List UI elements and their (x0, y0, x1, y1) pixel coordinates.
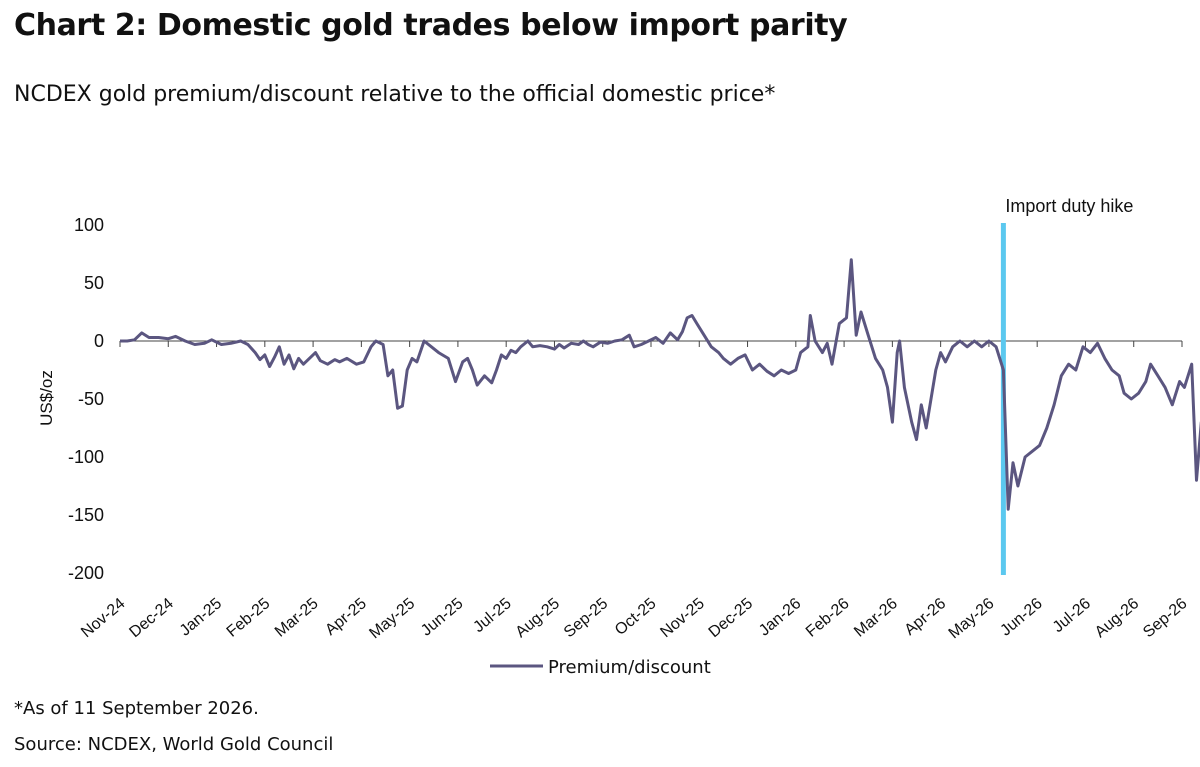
series-line-premium-discount (120, 258, 1200, 511)
x-tick-label: Dec-25 (706, 595, 757, 641)
x-tick-label: Jun-25 (418, 595, 466, 640)
chart-title: Chart 2: Domestic gold trades below impo… (14, 8, 848, 43)
x-tick-label: Jan-25 (177, 595, 225, 640)
x-tick-label: Aug-25 (513, 595, 564, 641)
x-tick-label: Mar-25 (272, 595, 322, 641)
x-tick-label: Dec-24 (126, 595, 177, 641)
y-tick-label: 100 (74, 215, 104, 235)
y-tick-label: -50 (78, 389, 104, 409)
source-note: Source: NCDEX, World Gold Council (14, 734, 334, 755)
y-axis-ticks: 100 50 0 -50 -100 -150 -200 (68, 215, 104, 583)
x-tick-label: Jun-26 (997, 595, 1045, 640)
x-tick-label: Nov-25 (657, 595, 708, 641)
x-tick-label: Jul-26 (1050, 595, 1094, 636)
y-axis-label: US$/oz (37, 370, 56, 426)
x-tick-label: Apr-26 (901, 595, 949, 639)
footnote: *As of 11 September 2026. (14, 698, 259, 719)
legend-label: Premium/discount (548, 657, 711, 678)
x-tick-label: Jan-26 (756, 595, 804, 640)
x-tick-label: Oct-25 (612, 595, 660, 639)
x-tick-label: Feb-25 (224, 595, 274, 641)
x-tick-label: Sep-25 (561, 595, 612, 641)
legend: Premium/discount (490, 657, 711, 678)
x-tick-label: Aug-26 (1092, 595, 1143, 641)
x-tick-label: May-26 (946, 595, 998, 642)
x-tick-label: Sep-26 (1140, 595, 1191, 641)
annotation-label: Import duty hike (1005, 196, 1133, 216)
y-tick-label: -200 (68, 563, 104, 583)
y-tick-label: -100 (68, 447, 104, 467)
y-tick-label: -150 (68, 505, 104, 525)
x-tick-label: Apr-25 (322, 595, 370, 639)
x-tick-label: May-25 (366, 595, 418, 642)
x-tick-label: Feb-26 (803, 595, 853, 641)
x-tick-label: Nov-24 (78, 595, 129, 641)
y-tick-label: 50 (84, 273, 104, 293)
chart-subtitle: NCDEX gold premium/discount relative to … (14, 82, 776, 107)
y-tick-label: 0 (94, 331, 104, 351)
x-tick-label: Jul-25 (470, 595, 514, 636)
x-tick-label: Mar-26 (851, 595, 901, 641)
